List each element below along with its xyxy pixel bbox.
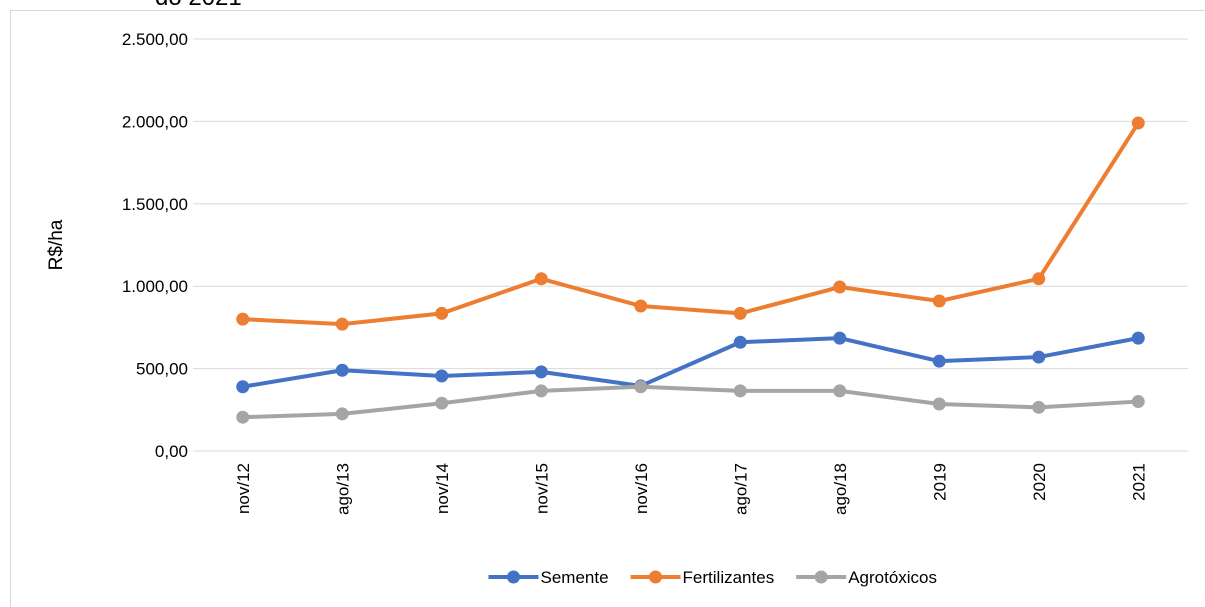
series-marker xyxy=(1032,400,1046,414)
x-tick-label: nov/12 xyxy=(234,463,253,514)
legend-marker xyxy=(814,570,828,584)
series-marker xyxy=(634,380,648,394)
x-tick-label: ago/13 xyxy=(333,463,352,515)
series-line xyxy=(242,121,1140,327)
x-tick-label: ago/18 xyxy=(831,463,850,515)
series-marker xyxy=(833,280,847,294)
legend-label: Semente xyxy=(541,568,609,587)
chart-title: do 2021 xyxy=(155,0,242,11)
y-tick-label: 0,00 xyxy=(155,442,188,461)
series-marker xyxy=(236,380,250,394)
legend-marker xyxy=(649,570,663,584)
y-tick-label: 2.500,00 xyxy=(122,30,188,49)
series-marker xyxy=(236,410,250,424)
series-line xyxy=(242,336,1139,389)
x-tick-label: nov/15 xyxy=(532,463,551,514)
legend-label: Fertilizantes xyxy=(683,568,775,587)
y-tick-label: 1.500,00 xyxy=(122,195,188,214)
y-tick-label: 1.000,00 xyxy=(122,277,188,296)
series-marker xyxy=(932,294,946,308)
series-marker xyxy=(932,354,946,368)
legend-marker xyxy=(507,570,520,584)
series-marker xyxy=(435,396,449,410)
x-tick-label: 2020 xyxy=(1030,463,1049,501)
y-tick-label: 2.000,00 xyxy=(122,112,188,131)
series-marker xyxy=(733,335,747,349)
chart-frame xyxy=(10,10,1205,607)
series-marker xyxy=(833,384,847,398)
x-tick-label: nov/16 xyxy=(632,463,651,514)
series-marker xyxy=(1131,331,1145,345)
series-line xyxy=(242,384,1139,420)
series-marker xyxy=(1032,272,1046,286)
series-marker xyxy=(335,407,349,421)
series-marker xyxy=(733,384,747,398)
series-marker xyxy=(435,369,449,383)
series-marker xyxy=(1032,350,1046,364)
series-marker xyxy=(335,317,349,331)
series-marker xyxy=(634,299,648,313)
series-marker xyxy=(435,306,449,320)
series-marker xyxy=(534,365,548,379)
series-marker xyxy=(1131,395,1145,409)
series-marker xyxy=(1131,116,1145,130)
series-marker xyxy=(534,272,548,286)
x-tick-label: nov/14 xyxy=(433,463,452,514)
series-marker xyxy=(335,363,349,377)
series-marker xyxy=(733,306,747,320)
series-marker xyxy=(932,397,946,411)
series-marker xyxy=(833,331,847,345)
x-tick-label: 2019 xyxy=(930,463,949,501)
x-tick-label: ago/17 xyxy=(731,463,750,515)
y-axis-label: R$/ha xyxy=(46,219,67,270)
series-marker xyxy=(534,384,548,398)
y-tick-label: 500,00 xyxy=(136,360,188,379)
x-tick-label: 2021 xyxy=(1129,463,1148,501)
legend-label: Agrotóxicos xyxy=(848,568,937,587)
series-marker xyxy=(236,312,250,326)
